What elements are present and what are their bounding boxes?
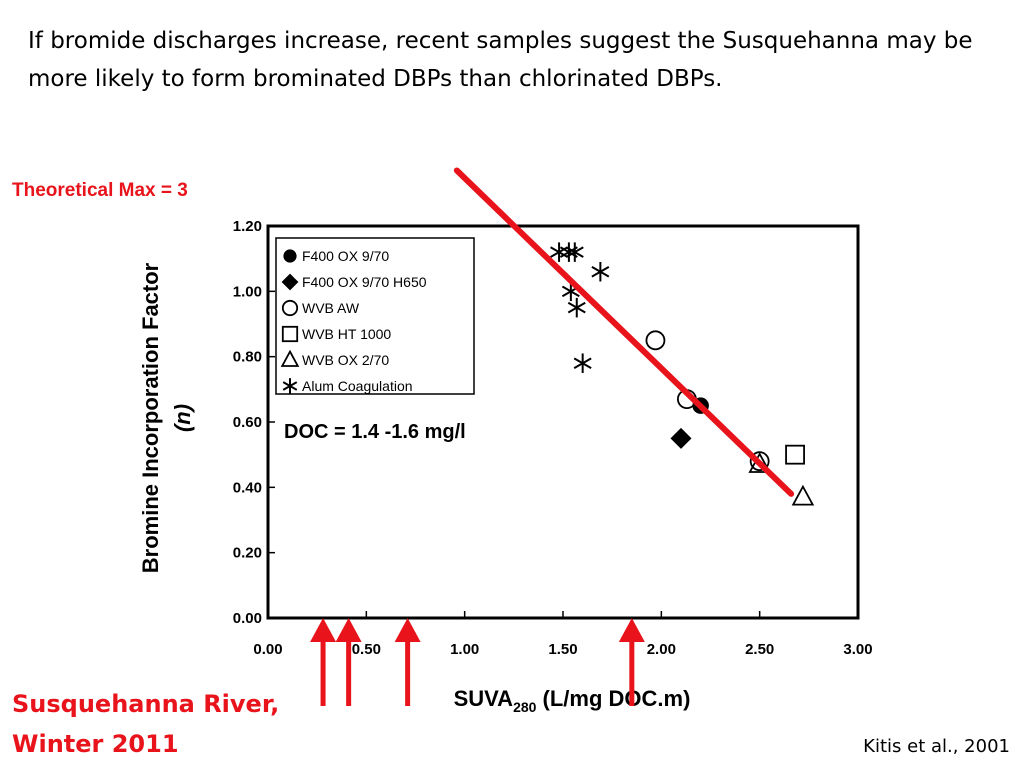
legend-entry-label: WVB HT 1000: [302, 326, 391, 342]
x-tick-label: 1.00: [450, 641, 479, 658]
x-tick-label: 0.00: [253, 641, 282, 658]
y-tick-label: 1.20: [233, 218, 262, 235]
red-arrow-head: [394, 618, 421, 642]
x-tick-label: 2.50: [745, 641, 774, 658]
y-tick-label: 0.60: [233, 414, 262, 431]
y-tick-label: 0.40: [233, 479, 262, 496]
point-open-triangle: [280, 349, 300, 367]
point-asterisk: [565, 242, 584, 262]
asterisk-stroke: [573, 357, 592, 369]
legend-entry-label: F400 OX 9/70 H650: [302, 274, 427, 290]
point-open-square: [281, 325, 299, 343]
red-trend-line: [453, 167, 795, 497]
x-axis: 0.00 0.50 1.00 1.50 2.00 2.50 3.00: [253, 611, 873, 658]
x-tick-label: 1.50: [548, 641, 577, 658]
legend-entry-label: F400 OX 9/70: [302, 248, 389, 264]
point-asterisk: [282, 378, 298, 394]
y-tick-label: 0.00: [233, 610, 262, 627]
x-tick-label: 2.00: [647, 641, 676, 658]
legend-entry-label: WVB OX 2/70: [302, 352, 389, 368]
x-axis-label-sub: 280: [513, 699, 537, 715]
asterisk-stroke: [591, 265, 610, 278]
river-label-line1: Susquehanna River,: [12, 690, 280, 718]
asterisk-stroke: [565, 246, 584, 258]
y-axis: 0.00 0.20 0.40 0.60 0.80 1.00 1.20: [233, 218, 275, 627]
x-axis-label-unit: (L/mg DOC.m): [536, 686, 690, 711]
point-open-circle: [281, 299, 299, 317]
point-asterisk: [591, 261, 610, 282]
red-overlays: [310, 167, 795, 706]
y-axis-label-line2: (n): [170, 404, 195, 432]
legend-box: [275, 237, 475, 395]
legend-entry-label: Alum Coagulation: [302, 378, 413, 394]
doc-annotation: DOC = 1.4 -1.6 mg/l: [284, 421, 466, 443]
slide-headline: If bromide discharges increase, recent s…: [28, 28, 973, 92]
point-asterisk: [567, 297, 586, 318]
x-axis-label-main: SUVA: [454, 686, 514, 711]
red-arrow-head: [310, 618, 337, 642]
point-asterisk: [573, 353, 592, 373]
y-tick-label: 0.20: [233, 545, 262, 562]
x-tick-label: 3.00: [843, 641, 872, 658]
theoretical-max-label: Theoretical Max = 3: [12, 180, 188, 201]
data-points: [550, 242, 815, 506]
y-tick-label: 0.80: [233, 349, 262, 366]
point-filled-circle: [283, 249, 297, 263]
red-arrow-head: [618, 618, 645, 642]
asterisk-stroke: [282, 381, 298, 391]
point-open-square: [785, 444, 805, 465]
point-open-circle: [645, 330, 666, 351]
point-open-triangle: [791, 484, 815, 506]
point-filled-diamond: [670, 427, 692, 449]
y-tick-label: 1.00: [233, 283, 262, 300]
citation: Kitis et al., 2001: [863, 736, 1010, 757]
legend: F400 OX 9/70 F400 OX 9/70 H650 WVB AW WVB H…: [275, 237, 475, 395]
point-open-triangle: [748, 452, 771, 473]
red-arrow-head: [335, 618, 362, 642]
river-label-line2: Winter 2011: [12, 730, 179, 758]
point-filled-diamond: [281, 273, 299, 291]
susquehanna-river-label: Susquehanna River, Winter 2011: [12, 684, 332, 764]
legend-entry-label: WVB AW: [302, 300, 360, 316]
y-axis-label-line1: Bromine Incorporation Factor: [138, 262, 163, 573]
x-axis-label: SUVA280 (L/mg DOC.m): [454, 686, 691, 715]
x-tick-label: 0.50: [352, 641, 381, 658]
asterisk-stroke: [567, 301, 586, 314]
point-asterisk: [550, 242, 569, 262]
